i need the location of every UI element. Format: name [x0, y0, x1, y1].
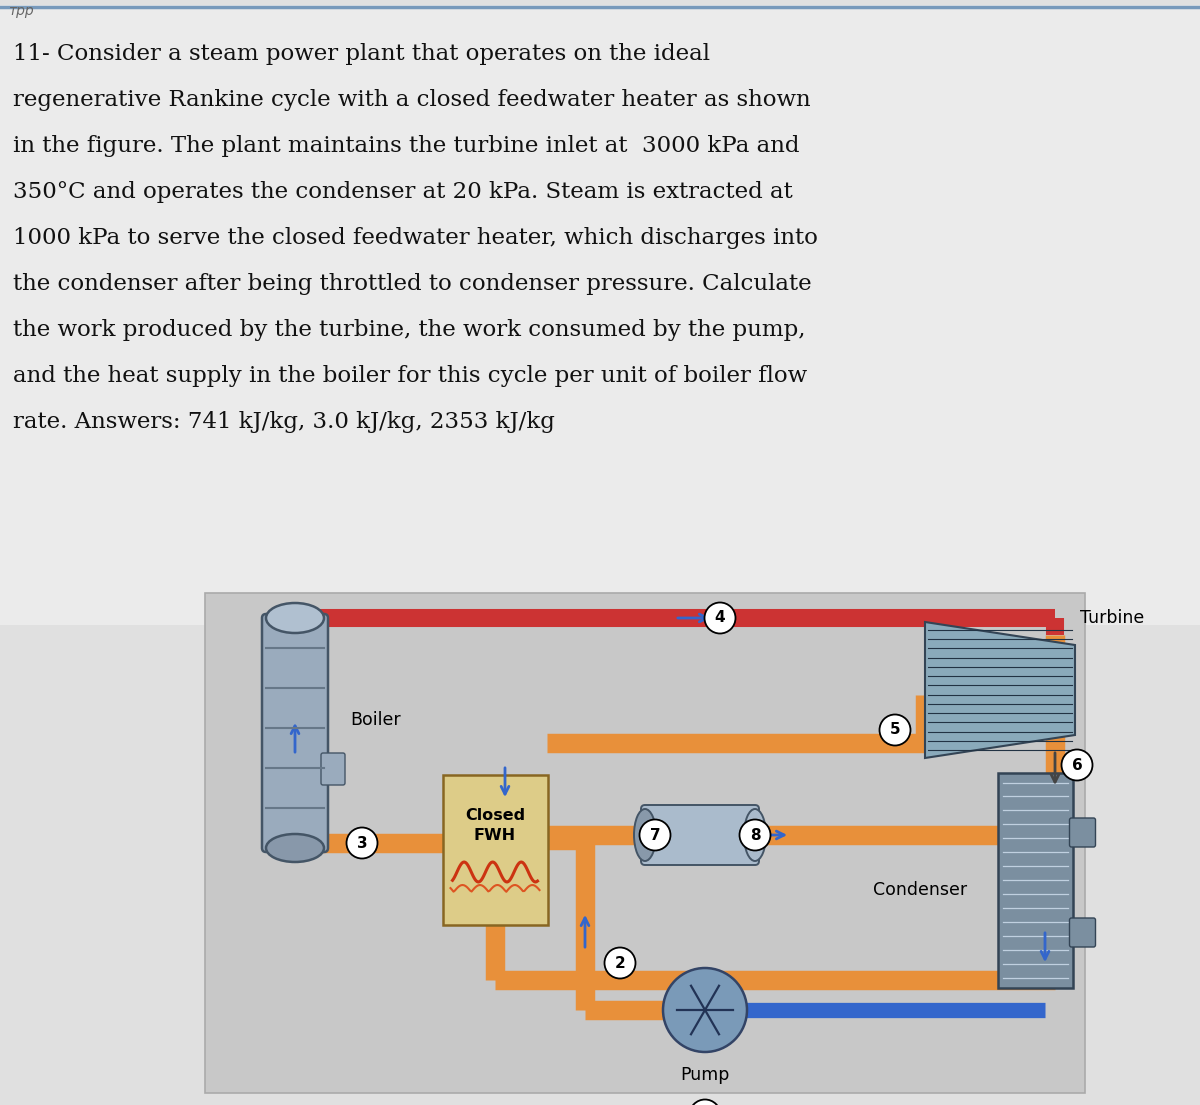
Text: Closed: Closed — [464, 808, 526, 822]
FancyBboxPatch shape — [1069, 918, 1096, 947]
Text: 6: 6 — [1072, 758, 1082, 772]
Text: 8: 8 — [750, 828, 761, 842]
Text: 4: 4 — [715, 610, 725, 625]
Circle shape — [739, 820, 770, 851]
Text: the work produced by the turbine, the work consumed by the pump,: the work produced by the turbine, the wo… — [13, 319, 805, 341]
Text: Condenser: Condenser — [872, 881, 967, 899]
Text: Boiler: Boiler — [350, 711, 401, 729]
Circle shape — [880, 715, 911, 746]
Ellipse shape — [266, 834, 324, 862]
Ellipse shape — [744, 809, 766, 861]
Text: and the heat supply in the boiler for this cycle per unit of boiler flow: and the heat supply in the boiler for th… — [13, 365, 808, 387]
Text: 2: 2 — [614, 956, 625, 970]
Bar — [0, 6, 1200, 625]
Text: 1000 kPa to serve the closed feedwater heater, which discharges into: 1000 kPa to serve the closed feedwater h… — [13, 227, 818, 249]
Text: rate. Answers: 741 kJ/kg, 3.0 kJ/kg, 2353 kJ/kg: rate. Answers: 741 kJ/kg, 3.0 kJ/kg, 235… — [13, 411, 554, 433]
FancyBboxPatch shape — [262, 614, 328, 852]
Circle shape — [704, 602, 736, 633]
Circle shape — [662, 968, 746, 1052]
Circle shape — [347, 828, 378, 859]
FancyBboxPatch shape — [1069, 818, 1096, 848]
Text: 3: 3 — [356, 835, 367, 851]
Bar — [443, 775, 547, 925]
Ellipse shape — [266, 603, 324, 633]
Text: Turbine: Turbine — [1080, 609, 1145, 627]
Text: 11- Consider a steam power plant that operates on the ideal: 11- Consider a steam power plant that op… — [13, 43, 710, 65]
Circle shape — [690, 1099, 720, 1105]
Text: FWH: FWH — [474, 829, 516, 843]
Text: regenerative Rankine cycle with a closed feedwater heater as shown: regenerative Rankine cycle with a closed… — [13, 90, 811, 111]
Circle shape — [1062, 749, 1092, 780]
Text: Pump: Pump — [680, 1066, 730, 1084]
Polygon shape — [925, 622, 1075, 758]
Circle shape — [640, 820, 671, 851]
Bar — [205, 593, 1085, 1093]
FancyBboxPatch shape — [641, 806, 760, 865]
Text: 5: 5 — [889, 723, 900, 737]
Text: трр: трр — [8, 4, 34, 18]
Text: in the figure. The plant maintains the turbine inlet at  3000 kPa and: in the figure. The plant maintains the t… — [13, 135, 799, 157]
Text: 350°C and operates the condenser at 20 kPa. Steam is extracted at: 350°C and operates the condenser at 20 k… — [13, 181, 793, 203]
Ellipse shape — [634, 809, 656, 861]
Bar — [997, 772, 1073, 988]
Text: the condenser after being throttled to condenser pressure. Calculate: the condenser after being throttled to c… — [13, 273, 811, 295]
FancyBboxPatch shape — [322, 753, 346, 785]
Circle shape — [605, 947, 636, 979]
Text: 7: 7 — [649, 828, 660, 842]
